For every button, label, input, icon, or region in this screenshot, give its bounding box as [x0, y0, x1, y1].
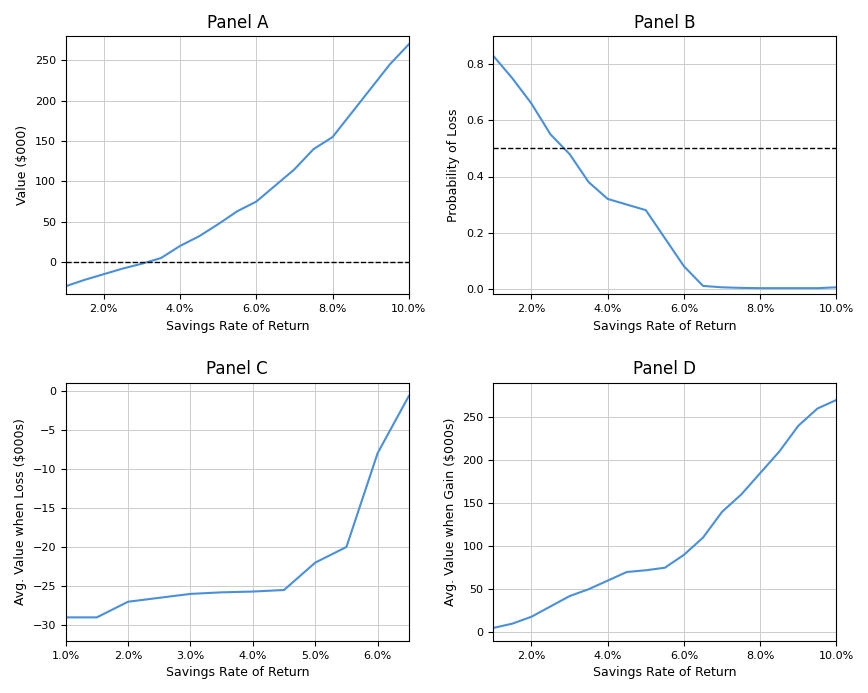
Title: Panel C: Panel C: [207, 360, 268, 378]
X-axis label: Savings Rate of Return: Savings Rate of Return: [593, 666, 737, 679]
Y-axis label: Avg. Value when Gain ($000s): Avg. Value when Gain ($000s): [444, 418, 457, 606]
Y-axis label: Probability of Loss: Probability of Loss: [447, 109, 460, 222]
Y-axis label: Value ($000): Value ($000): [16, 125, 30, 205]
Y-axis label: Avg. Value when Loss ($000s): Avg. Value when Loss ($000s): [14, 419, 27, 605]
X-axis label: Savings Rate of Return: Savings Rate of Return: [166, 666, 309, 679]
Title: Panel B: Panel B: [635, 14, 695, 32]
Title: Panel A: Panel A: [207, 14, 268, 32]
X-axis label: Savings Rate of Return: Savings Rate of Return: [166, 319, 309, 333]
X-axis label: Savings Rate of Return: Savings Rate of Return: [593, 319, 737, 333]
Title: Panel D: Panel D: [634, 360, 696, 378]
